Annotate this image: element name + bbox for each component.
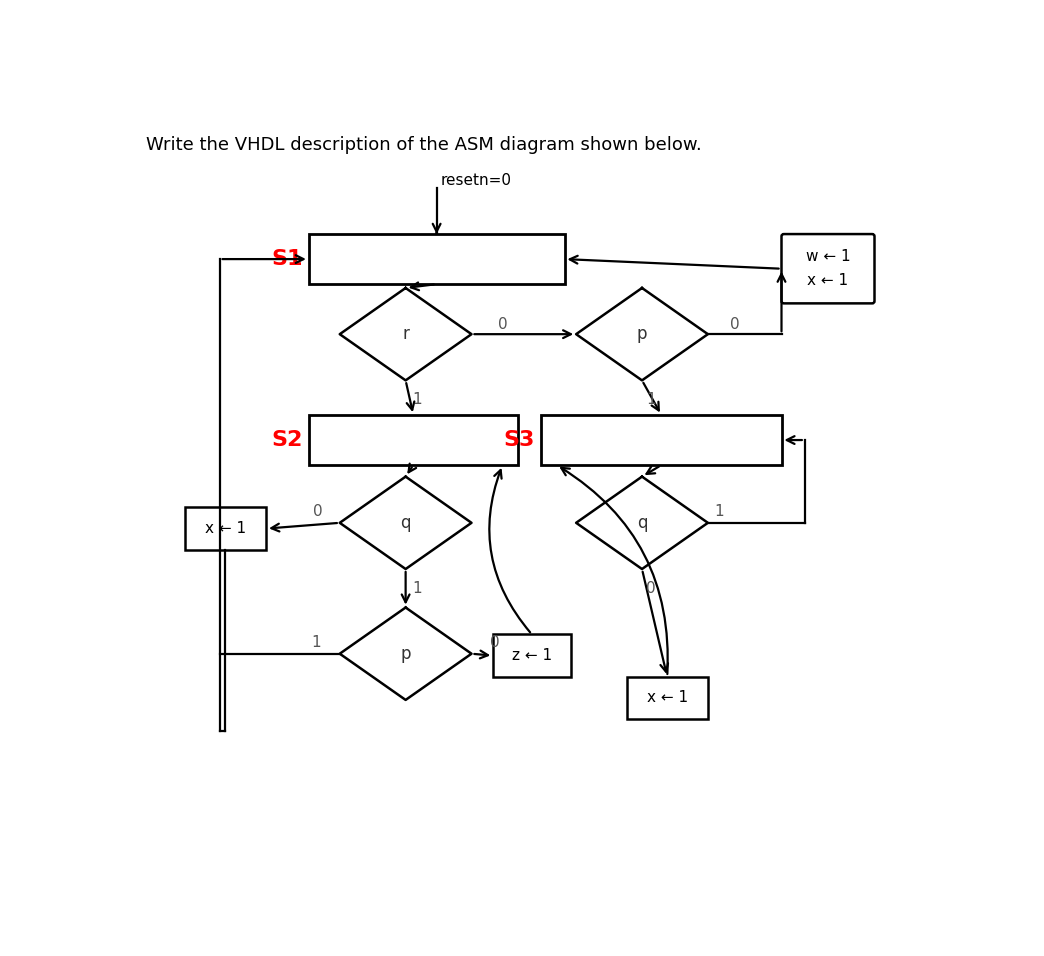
Text: resetn=0: resetn=0 — [441, 173, 512, 188]
Text: p: p — [401, 644, 411, 663]
Text: q: q — [401, 513, 411, 532]
Text: 0: 0 — [646, 581, 656, 596]
Text: z ← 1: z ← 1 — [512, 648, 552, 663]
Text: 0: 0 — [498, 317, 507, 333]
Text: 1: 1 — [412, 392, 422, 407]
Bar — [626, 677, 708, 719]
Text: 1: 1 — [312, 635, 322, 650]
Text: S1: S1 — [271, 250, 303, 269]
Text: S3: S3 — [503, 430, 535, 450]
Text: Write the VHDL description of the ASM diagram shown below.: Write the VHDL description of the ASM di… — [146, 137, 702, 154]
Bar — [541, 415, 782, 465]
Bar — [493, 635, 571, 677]
Text: 1: 1 — [412, 581, 422, 596]
Text: S2: S2 — [271, 430, 303, 450]
Text: 1: 1 — [715, 504, 725, 519]
Text: q: q — [637, 513, 647, 532]
Text: 0: 0 — [490, 635, 500, 650]
Bar — [309, 234, 565, 284]
Text: p: p — [637, 325, 647, 343]
Text: 1: 1 — [646, 392, 656, 407]
Bar — [185, 508, 266, 550]
Text: x ← 1: x ← 1 — [646, 690, 688, 706]
Text: r: r — [402, 325, 409, 343]
Text: 0: 0 — [730, 317, 740, 333]
Text: w ← 1: w ← 1 — [806, 250, 850, 265]
Text: x ← 1: x ← 1 — [807, 273, 849, 288]
Text: x ← 1: x ← 1 — [205, 521, 246, 536]
Bar — [309, 415, 518, 465]
Text: 0: 0 — [313, 504, 323, 519]
